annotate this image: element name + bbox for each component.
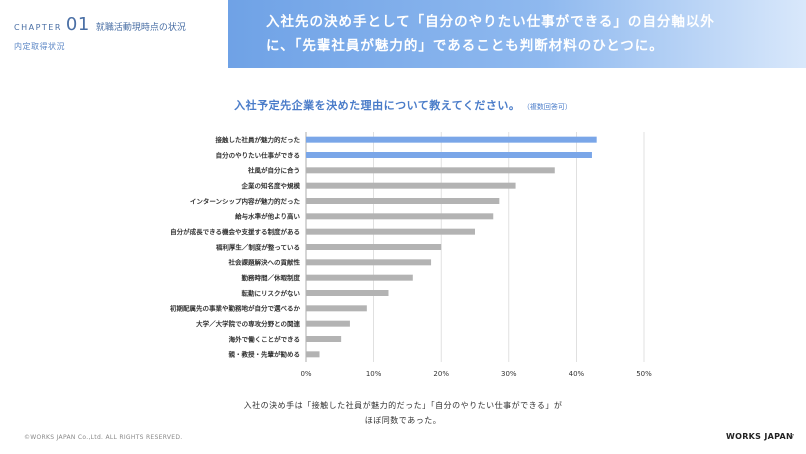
chapter-title: 就職活動現時点の状況 [95, 23, 186, 33]
x-tick-label: 20% [433, 370, 449, 378]
category-label: 社風が自分に合う [248, 166, 300, 175]
chart-title: 入社予定先企業を決めた理由について教えてください。 [234, 99, 521, 112]
category-label: 海外で働くことができる [229, 334, 300, 343]
bar [306, 198, 500, 204]
category-label: 自分のやりたい仕事ができる [216, 150, 300, 159]
bar [306, 136, 597, 143]
bar [306, 244, 442, 250]
headline-text: 入社先の決め手として「自分のやりたい仕事ができる」の自分軸以外 に、「先輩社員が… [266, 10, 786, 58]
category-label: 大学／大学院での専攻分野との関連 [196, 319, 300, 328]
chart-heading: 入社予定先企業を決めた理由について教えてください。 （複数回答可） [0, 94, 806, 113]
headline-banner: 入社先の決め手として「自分のやりたい仕事ができる」の自分軸以外 に、「先輩社員が… [228, 0, 806, 68]
bar [306, 228, 475, 235]
bar [306, 152, 592, 158]
x-tick-label: 10% [366, 370, 382, 378]
headline-line-1: 入社先の決め手として「自分のやりたい仕事ができる」の自分軸以外 [266, 14, 715, 30]
category-label: 福利厚生／制度が整っている [215, 242, 300, 251]
works-japan-logo: WORKS JAPAN [726, 432, 794, 441]
chapter-line: CHAPTER 01 就職活動現時点の状況 [14, 14, 186, 35]
bar [306, 351, 320, 358]
category-label: 自分が成長できる機会や支援する制度がある [170, 227, 300, 236]
x-tick-label: 40% [569, 370, 585, 378]
conclusion-line-1: 入社の決め手は「接触した社員が魅力的だった」「自分のやりたい仕事ができる」が [243, 401, 563, 410]
category-label: 接触した社員が魅力的だった [216, 135, 301, 144]
chapter-header: CHAPTER 01 就職活動現時点の状況 内定取得状況 [0, 0, 228, 68]
bar [306, 167, 555, 174]
bar [306, 274, 413, 281]
copyright: ©WORKS JAPAN Co.,Ltd. ALL RIGHTS RESERVE… [24, 434, 183, 441]
headline-line-2: に、「先輩社員が魅力的」であることも判断材料のひとつに。 [266, 38, 664, 54]
bar [306, 290, 389, 296]
category-label: 社会課題解決への貢献性 [229, 258, 301, 267]
bar [306, 259, 432, 266]
conclusion-text: 入社の決め手は「接触した社員が魅力的だった」「自分のやりたい仕事ができる」が ほ… [0, 398, 806, 428]
category-label: 給与水準が他より高い [235, 212, 300, 221]
bar [306, 305, 367, 312]
page-number: 7 [790, 433, 795, 441]
category-label: 親・教授・先輩が勧める [229, 350, 301, 359]
bar [306, 213, 494, 220]
category-label: 企業の知名度や規模 [241, 181, 301, 190]
bar [306, 182, 516, 189]
section-subtitle: 内定取得状況 [14, 42, 65, 51]
chart-note: （複数回答可） [526, 103, 572, 111]
chapter-number: 01 [65, 14, 90, 35]
x-tick-label: 50% [636, 370, 652, 378]
bar [306, 336, 342, 342]
bar [306, 320, 350, 327]
x-tick-label: 0% [300, 370, 311, 378]
category-label: インターンシップ内容が魅力的だった [190, 196, 301, 205]
category-label: 転勤にリスクがない [242, 288, 301, 297]
x-tick-label: 30% [501, 370, 517, 378]
category-label: 初期配属先の事業や勤務地が自分で選べるか [170, 304, 301, 313]
conclusion-line-2: ほぼ同数であった。 [364, 416, 442, 425]
category-label: 勤務時間／休暇制度 [242, 273, 301, 282]
chapter-word: CHAPTER [14, 23, 62, 32]
